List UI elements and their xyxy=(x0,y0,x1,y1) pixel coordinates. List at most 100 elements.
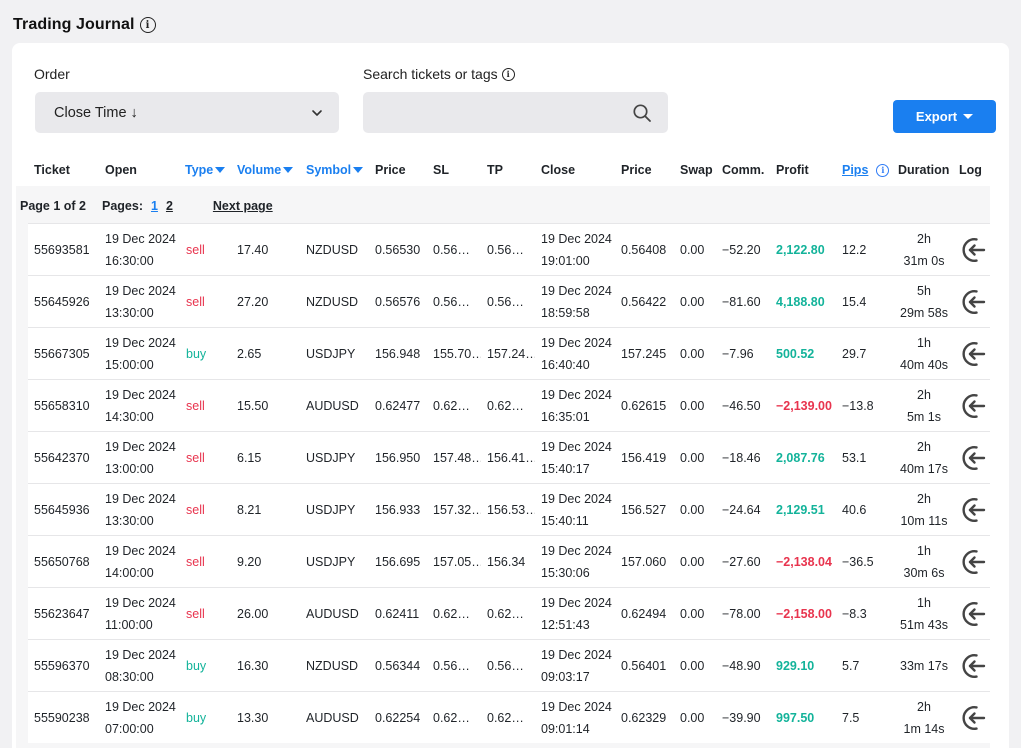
column-header-volume[interactable]: Volume xyxy=(237,163,294,177)
info-icon[interactable]: i xyxy=(139,17,156,33)
duration-cell: 2h 31m 0s xyxy=(894,224,954,276)
open-cell-line2: 11:00:00 xyxy=(105,618,153,632)
tp-cell: 0.56… xyxy=(487,243,524,257)
table-row[interactable]: 55590238 19 Dec 2024 07:00:00 buy 13.30 AUDUS… xyxy=(28,691,990,743)
log-icon[interactable] xyxy=(959,288,987,316)
export-button[interactable]: Export xyxy=(893,100,996,133)
ticket-cell: 55642370 xyxy=(34,451,90,465)
page-header: Trading Journal i xyxy=(13,14,156,36)
comm-cell: −81.60 xyxy=(722,295,761,309)
search-icon[interactable] xyxy=(632,103,652,123)
ticket-cell: 55645936 xyxy=(34,503,90,517)
table-row[interactable]: 55650768 19 Dec 2024 14:00:00 sell 9.20 USDJP… xyxy=(28,535,990,587)
column-header-label: Pips xyxy=(842,163,869,177)
symbol-cell: NZDUSD xyxy=(306,243,359,257)
table-row[interactable]: 55645926 19 Dec 2024 13:30:00 sell 27.20 NZDU… xyxy=(28,275,990,327)
log-icon[interactable] xyxy=(959,236,987,264)
log-icon[interactable] xyxy=(959,444,987,472)
column-header-pips[interactable]: Pips i xyxy=(842,163,890,177)
table-row[interactable]: 55623647 19 Dec 2024 11:00:00 sell 26.00 AUDU… xyxy=(28,587,990,639)
info-icon[interactable]: i xyxy=(501,67,515,81)
column-header-type[interactable]: Type xyxy=(185,163,226,177)
log-icon[interactable] xyxy=(959,600,987,628)
column-header-symbol[interactable]: Symbol xyxy=(306,163,364,177)
log-icon[interactable] xyxy=(959,548,987,576)
table-row[interactable]: 55658310 19 Dec 2024 14:30:00 sell 15.50 AUDU… xyxy=(28,379,990,431)
open-cell-line2: 13:30:00 xyxy=(105,306,154,320)
ticket-cell: 55650768 xyxy=(34,555,90,569)
close-cell-line2: 15:30:06 xyxy=(541,566,590,580)
close-price-cell: 0.62494 xyxy=(621,607,667,621)
duration-cell-line2: 33m 17s xyxy=(900,659,948,673)
swap-cell: 0.00 xyxy=(680,555,705,569)
pips-cell: 53.1 xyxy=(842,451,867,465)
table-row[interactable]: 55667305 19 Dec 2024 15:00:00 buy 2.65 USDJPY… xyxy=(28,327,990,379)
ticket-cell: 55623647 xyxy=(34,607,90,621)
open-cell: 19 Dec 2024 16:30:00 xyxy=(105,224,176,276)
log-cell xyxy=(959,276,987,328)
table-row[interactable]: 55596370 19 Dec 2024 08:30:00 buy 16.30 NZDUS… xyxy=(28,639,990,691)
close-cell-line1: 19 Dec 2024 xyxy=(541,388,612,402)
search-label-text: Search tickets or tags xyxy=(363,66,498,82)
symbol-cell: USDJPY xyxy=(306,555,356,569)
search-box[interactable] xyxy=(363,92,668,133)
info-icon[interactable]: i xyxy=(876,163,890,177)
page-link-2[interactable]: 2 xyxy=(165,199,173,213)
pips-cell: 15.4 xyxy=(842,295,867,309)
column-header-label: Open xyxy=(105,163,137,177)
price-cell: 0.62477 xyxy=(375,399,421,413)
close-price-cell: 0.56422 xyxy=(621,295,667,309)
column-header-tp: TP xyxy=(487,163,503,177)
profit-cell: −2,158.00 xyxy=(776,607,832,621)
close-cell: 19 Dec 2024 15:40:11 xyxy=(541,484,612,536)
column-header-label: Price xyxy=(621,163,652,177)
swap-cell: 0.00 xyxy=(680,399,705,413)
pips-cell: −13.8 xyxy=(842,399,874,413)
tp-cell: 0.62… xyxy=(487,711,524,725)
close-cell-line1: 19 Dec 2024 xyxy=(541,440,612,454)
open-cell-line1: 19 Dec 2024 xyxy=(105,336,176,350)
order-select-value: Close Time ↓ xyxy=(54,104,138,121)
log-icon[interactable] xyxy=(959,704,987,732)
log-cell xyxy=(959,536,987,588)
log-icon[interactable] xyxy=(959,340,987,368)
chevron-down-icon xyxy=(312,109,322,116)
tp-cell: 0.56… xyxy=(487,659,524,673)
duration-cell: 1h 40m 40s xyxy=(894,328,954,380)
open-cell: 19 Dec 2024 11:00:00 xyxy=(105,588,176,640)
comm-cell: −78.00 xyxy=(722,607,761,621)
log-cell xyxy=(959,224,987,276)
symbol-cell: USDJPY xyxy=(306,451,356,465)
close-cell-line2: 16:35:01 xyxy=(541,410,590,424)
column-header-price: Price xyxy=(375,163,406,177)
log-icon[interactable] xyxy=(959,392,987,420)
profit-cell: −2,139.00 xyxy=(776,399,832,413)
swap-cell: 0.00 xyxy=(680,451,705,465)
duration-cell: 1h 30m 6s xyxy=(894,536,954,588)
symbol-cell: NZDUSD xyxy=(306,295,359,309)
price-cell: 156.950 xyxy=(375,451,421,465)
page-link-1[interactable]: 1 xyxy=(151,199,158,213)
swap-cell: 0.00 xyxy=(680,243,705,257)
open-cell-line1: 19 Dec 2024 xyxy=(105,232,176,246)
open-cell-line1: 19 Dec 2024 xyxy=(105,700,176,714)
open-cell-line2: 14:00:00 xyxy=(105,566,154,580)
swap-cell: 0.00 xyxy=(680,607,705,621)
page-title: Trading Journal xyxy=(13,16,135,33)
search-input[interactable] xyxy=(363,92,623,133)
table-row[interactable]: 55693581 19 Dec 2024 16:30:00 sell 17.40 NZDU… xyxy=(28,223,990,275)
tp-cell: 156.53… xyxy=(487,503,535,517)
open-cell-line1: 19 Dec 2024 xyxy=(105,388,176,402)
open-cell: 19 Dec 2024 13:00:00 xyxy=(105,432,176,484)
column-header-log: Log xyxy=(959,163,982,177)
log-icon[interactable] xyxy=(959,496,987,524)
ticket-cell: 55693581 xyxy=(34,243,90,257)
duration-cell: 2h 5m 1s xyxy=(894,380,954,432)
table-row[interactable]: 55642370 19 Dec 2024 13:00:00 sell 6.15 USDJP… xyxy=(28,431,990,483)
order-select[interactable]: Close Time ↓ xyxy=(35,92,339,133)
ticket-cell: 55645926 xyxy=(34,295,90,309)
log-icon[interactable] xyxy=(959,652,987,680)
next-page-link[interactable]: Next page xyxy=(212,199,273,213)
table-row[interactable]: 55645936 19 Dec 2024 13:30:00 sell 8.21 USDJP… xyxy=(28,483,990,535)
type-cell: sell xyxy=(186,399,205,413)
